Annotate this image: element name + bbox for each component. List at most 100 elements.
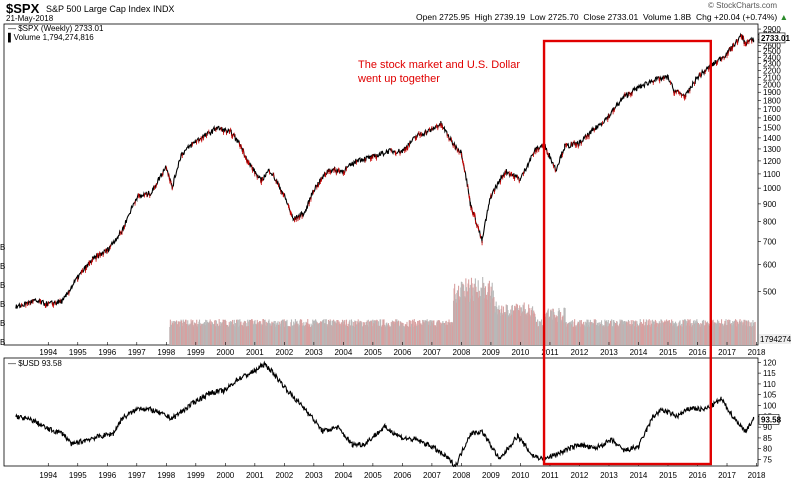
volume-bar [285,321,287,345]
volume-bar [309,326,312,345]
open-label: Open [416,12,437,22]
spx-xtick-label: 1994 [39,348,57,357]
volume-bar [630,320,632,345]
volume-bar [752,320,754,345]
volume-bar [564,308,566,345]
volume-bar [299,320,301,345]
volume-bar [548,316,550,345]
volume-bar [553,314,556,345]
volume-bar [726,325,728,345]
volume-bar [221,322,223,345]
volume-bar [681,326,683,345]
volume-bar [615,322,617,345]
volume-bar [694,322,696,345]
volume-bar [648,319,650,345]
volume-bar [581,323,583,345]
volume-bar [399,321,401,345]
volume-bar [433,326,436,345]
volume-bar [545,313,547,345]
chg-value: +20.04 (+0.74%) [713,12,778,22]
volume-bar [640,321,642,345]
volume-bar [444,325,446,345]
quote-bar: Open 2725.95 High 2739.19 Low 2725.70 Cl… [416,12,788,22]
volume-bar [216,326,218,345]
volume-bar [586,319,588,345]
volume-bar [678,321,681,345]
volume-bar [590,324,593,345]
volume-bar [260,323,262,345]
volume-bar [291,325,293,345]
volume-bar [429,325,432,345]
volume-bar [444,323,446,345]
volume-bar [461,296,464,345]
volume-bar [472,287,474,345]
volume-bar [214,320,216,345]
volume-bar [169,319,171,345]
spx-legend-volume: ▌Volume 1,794,274,816 [8,32,94,43]
spx-xtick-label: 2009 [482,348,500,357]
spx-xtick-label: 1995 [69,348,87,357]
volume-bar [507,310,509,345]
volume-bar [339,323,341,345]
volume-bar [188,325,190,345]
volume-bar [739,319,741,345]
volume-bar [521,311,524,345]
volume-bar [320,321,322,345]
usd-xtick-label: 2016 [689,471,707,480]
volume-bar [547,310,549,345]
volume-bar [735,326,737,345]
volume-bar [442,320,444,345]
volume-bar [513,310,515,345]
volume-bar [450,322,452,345]
usd-price-line [15,360,755,468]
volume-bar [714,322,716,345]
volume-bar [435,326,437,345]
volume-bar [547,308,549,345]
volume-bar [204,322,206,345]
usd-xtick-label: 2011 [541,471,559,480]
volume-bar [599,325,601,345]
volume-bar [745,325,747,345]
volume-bar [698,324,700,345]
volume-bar [520,307,522,345]
spx-ytick-label: 2900 [763,25,781,34]
volume-bar [300,325,302,345]
spx-xtick-label: 2010 [512,348,530,357]
volume-bar [313,320,315,345]
volume-bar [452,325,454,345]
usd-ytick-label: 105 [763,391,777,400]
volume-bar [632,321,635,345]
spx-ytick-label: 600 [763,260,777,269]
volume-bar [468,301,470,345]
volume-bar [269,323,271,345]
volume-bar [232,325,234,345]
volume-bar [730,324,732,345]
volume-bar [515,306,517,345]
volume-bar [404,326,406,345]
volume-bar [309,326,311,345]
volume-bar [708,324,710,345]
usd-xtick-label: 2003 [305,471,323,480]
volume-bar [336,322,339,345]
volume-bar [567,322,570,345]
volume-bar [570,321,572,345]
volume-label: Volume [642,12,672,22]
volume-bar [198,319,201,345]
volume-bar [364,325,367,345]
volume-bar [722,325,724,345]
volume-bar [216,323,219,345]
volume-bar [678,322,680,345]
volume-bar [382,320,384,345]
volume-bar [410,320,412,345]
volume-bar [419,324,421,345]
volume-bar [236,321,238,345]
volume-bar [753,325,755,345]
volume-bar [570,322,572,345]
volume-bar [620,321,622,345]
volume-bar [493,297,495,345]
volume-bar [616,321,618,345]
volume-bar [596,324,598,345]
volume-bar [652,321,654,345]
watermark: © StockCharts.com [708,1,778,10]
